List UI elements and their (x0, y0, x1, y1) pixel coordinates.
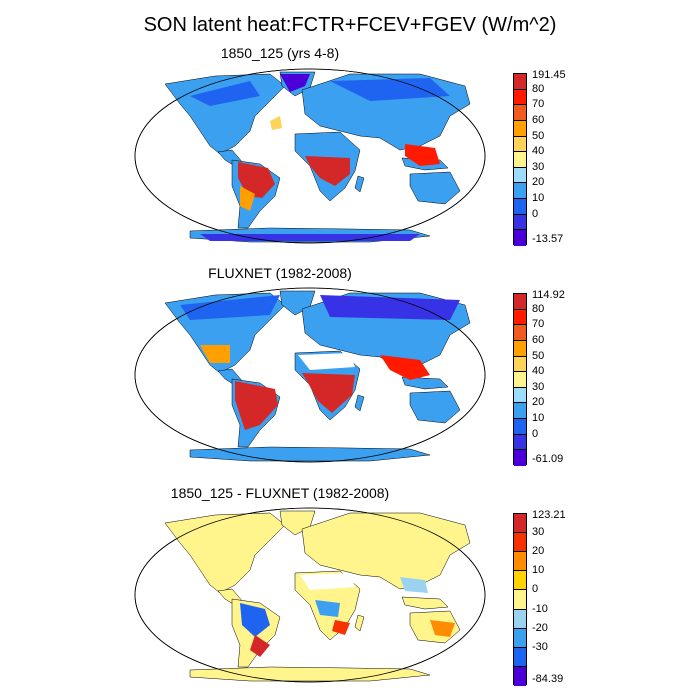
colorbar-panel-2 (513, 293, 527, 466)
colorbar-segment (514, 340, 526, 357)
colorbar-tick-label: 30 (532, 526, 545, 539)
colorbar-tick-label: 20 (532, 545, 545, 558)
panel-2-title: FLUXNET (1982-2008) (208, 265, 352, 281)
colorbar-segment (514, 89, 526, 106)
colorbar-tick-label: 60 (532, 333, 545, 346)
colorbar-segment (514, 294, 526, 310)
colorbar-tick-label: 40 (532, 365, 545, 378)
colorbar-tick-label: 70 (532, 98, 545, 111)
colorbar-segment (514, 666, 526, 686)
panel-3-title: 1850_125 - FLUXNET (1982-2008) (170, 485, 390, 501)
colorbar-tick-label: 60 (532, 113, 545, 126)
colorbar-segment (514, 552, 526, 572)
colorbar-segment (514, 152, 526, 168)
map-panel-1 (134, 68, 486, 244)
colorbar-panel-1 (513, 73, 527, 246)
colorbar-segment (514, 372, 526, 388)
colorbar-tick-label: 123.21 (532, 509, 566, 521)
colorbar-tick-label: -20 (532, 621, 548, 634)
colorbar-tick-label: 30 (532, 160, 545, 173)
colorbar-segment (514, 450, 526, 466)
panel-1-title: 1850_125 (yrs 4-8) (220, 45, 340, 61)
colorbar-segment (514, 136, 526, 153)
colorbar-segment (514, 628, 526, 648)
colorbar-tick-label: 30 (532, 380, 545, 393)
colorbar-tick-label: 80 (532, 82, 545, 95)
colorbar-segment (514, 419, 526, 435)
colorbar-segment (514, 514, 526, 534)
colorbar-tick-label: 50 (532, 349, 545, 362)
seasia-high (405, 144, 440, 166)
colorbar-tick-label: 20 (532, 396, 545, 409)
colorbar-segment (514, 403, 526, 419)
colorbar-segment (514, 325, 526, 341)
figure-title: SON latent heat:FCTR+FCEV+FGEV (W/m^2) (143, 14, 557, 36)
colorbar-segment (514, 356, 526, 373)
map-panel-3 (134, 507, 486, 683)
colorbar-tick-label: 10 (532, 564, 545, 577)
colorbar-tick-label: 114.92 (532, 289, 565, 301)
colorbar-segment (514, 105, 526, 121)
colorbar-panel-3 (513, 513, 527, 686)
colorbar-segment (514, 74, 526, 90)
colorbar-tick-label: 191.45 (532, 69, 566, 81)
sahara-blank (298, 353, 355, 370)
colorbar-segment (514, 647, 526, 667)
colorbar-tick-label: 0 (532, 583, 539, 596)
africa-high (305, 156, 350, 186)
colorbar-segment (514, 387, 526, 404)
colorbar-segment (514, 183, 526, 199)
colorbar-segment (514, 309, 526, 326)
colorbar-segment (514, 230, 526, 246)
colorbar-segment (514, 167, 526, 184)
colorbar-tick-label: -61.09 (532, 453, 564, 465)
colorbar-tick-label: 20 (532, 176, 545, 189)
colorbar-segment (514, 434, 526, 451)
colorbar-segment (514, 214, 526, 231)
colorbar-tick-label: -30 (532, 640, 548, 653)
colorbar-tick-label: 10 (532, 192, 545, 205)
colorbar-tick-label: 50 (532, 129, 545, 142)
map-panel-2 (134, 287, 486, 463)
colorbar-segment (514, 571, 526, 591)
colorbar-segment (514, 199, 526, 215)
colorbar-tick-label: -13.57 (532, 233, 564, 245)
colorbar-tick-label: 80 (532, 302, 545, 315)
colorbar-tick-label: 10 (532, 412, 545, 425)
colorbar-tick-label: 70 (532, 318, 545, 331)
colorbar-segment (514, 120, 526, 137)
colorbar-segment (514, 609, 526, 629)
colorbar-segment (514, 590, 526, 610)
colorbar-tick-label: -10 (532, 602, 548, 615)
amazon-high (238, 162, 275, 198)
colorbar-tick-label: -84.39 (532, 673, 564, 685)
colorbar-tick-label: 0 (532, 427, 539, 440)
colorbar-tick-label: 40 (532, 145, 545, 158)
colorbar-segment (514, 533, 526, 553)
colorbar-tick-label: 0 (532, 207, 539, 220)
